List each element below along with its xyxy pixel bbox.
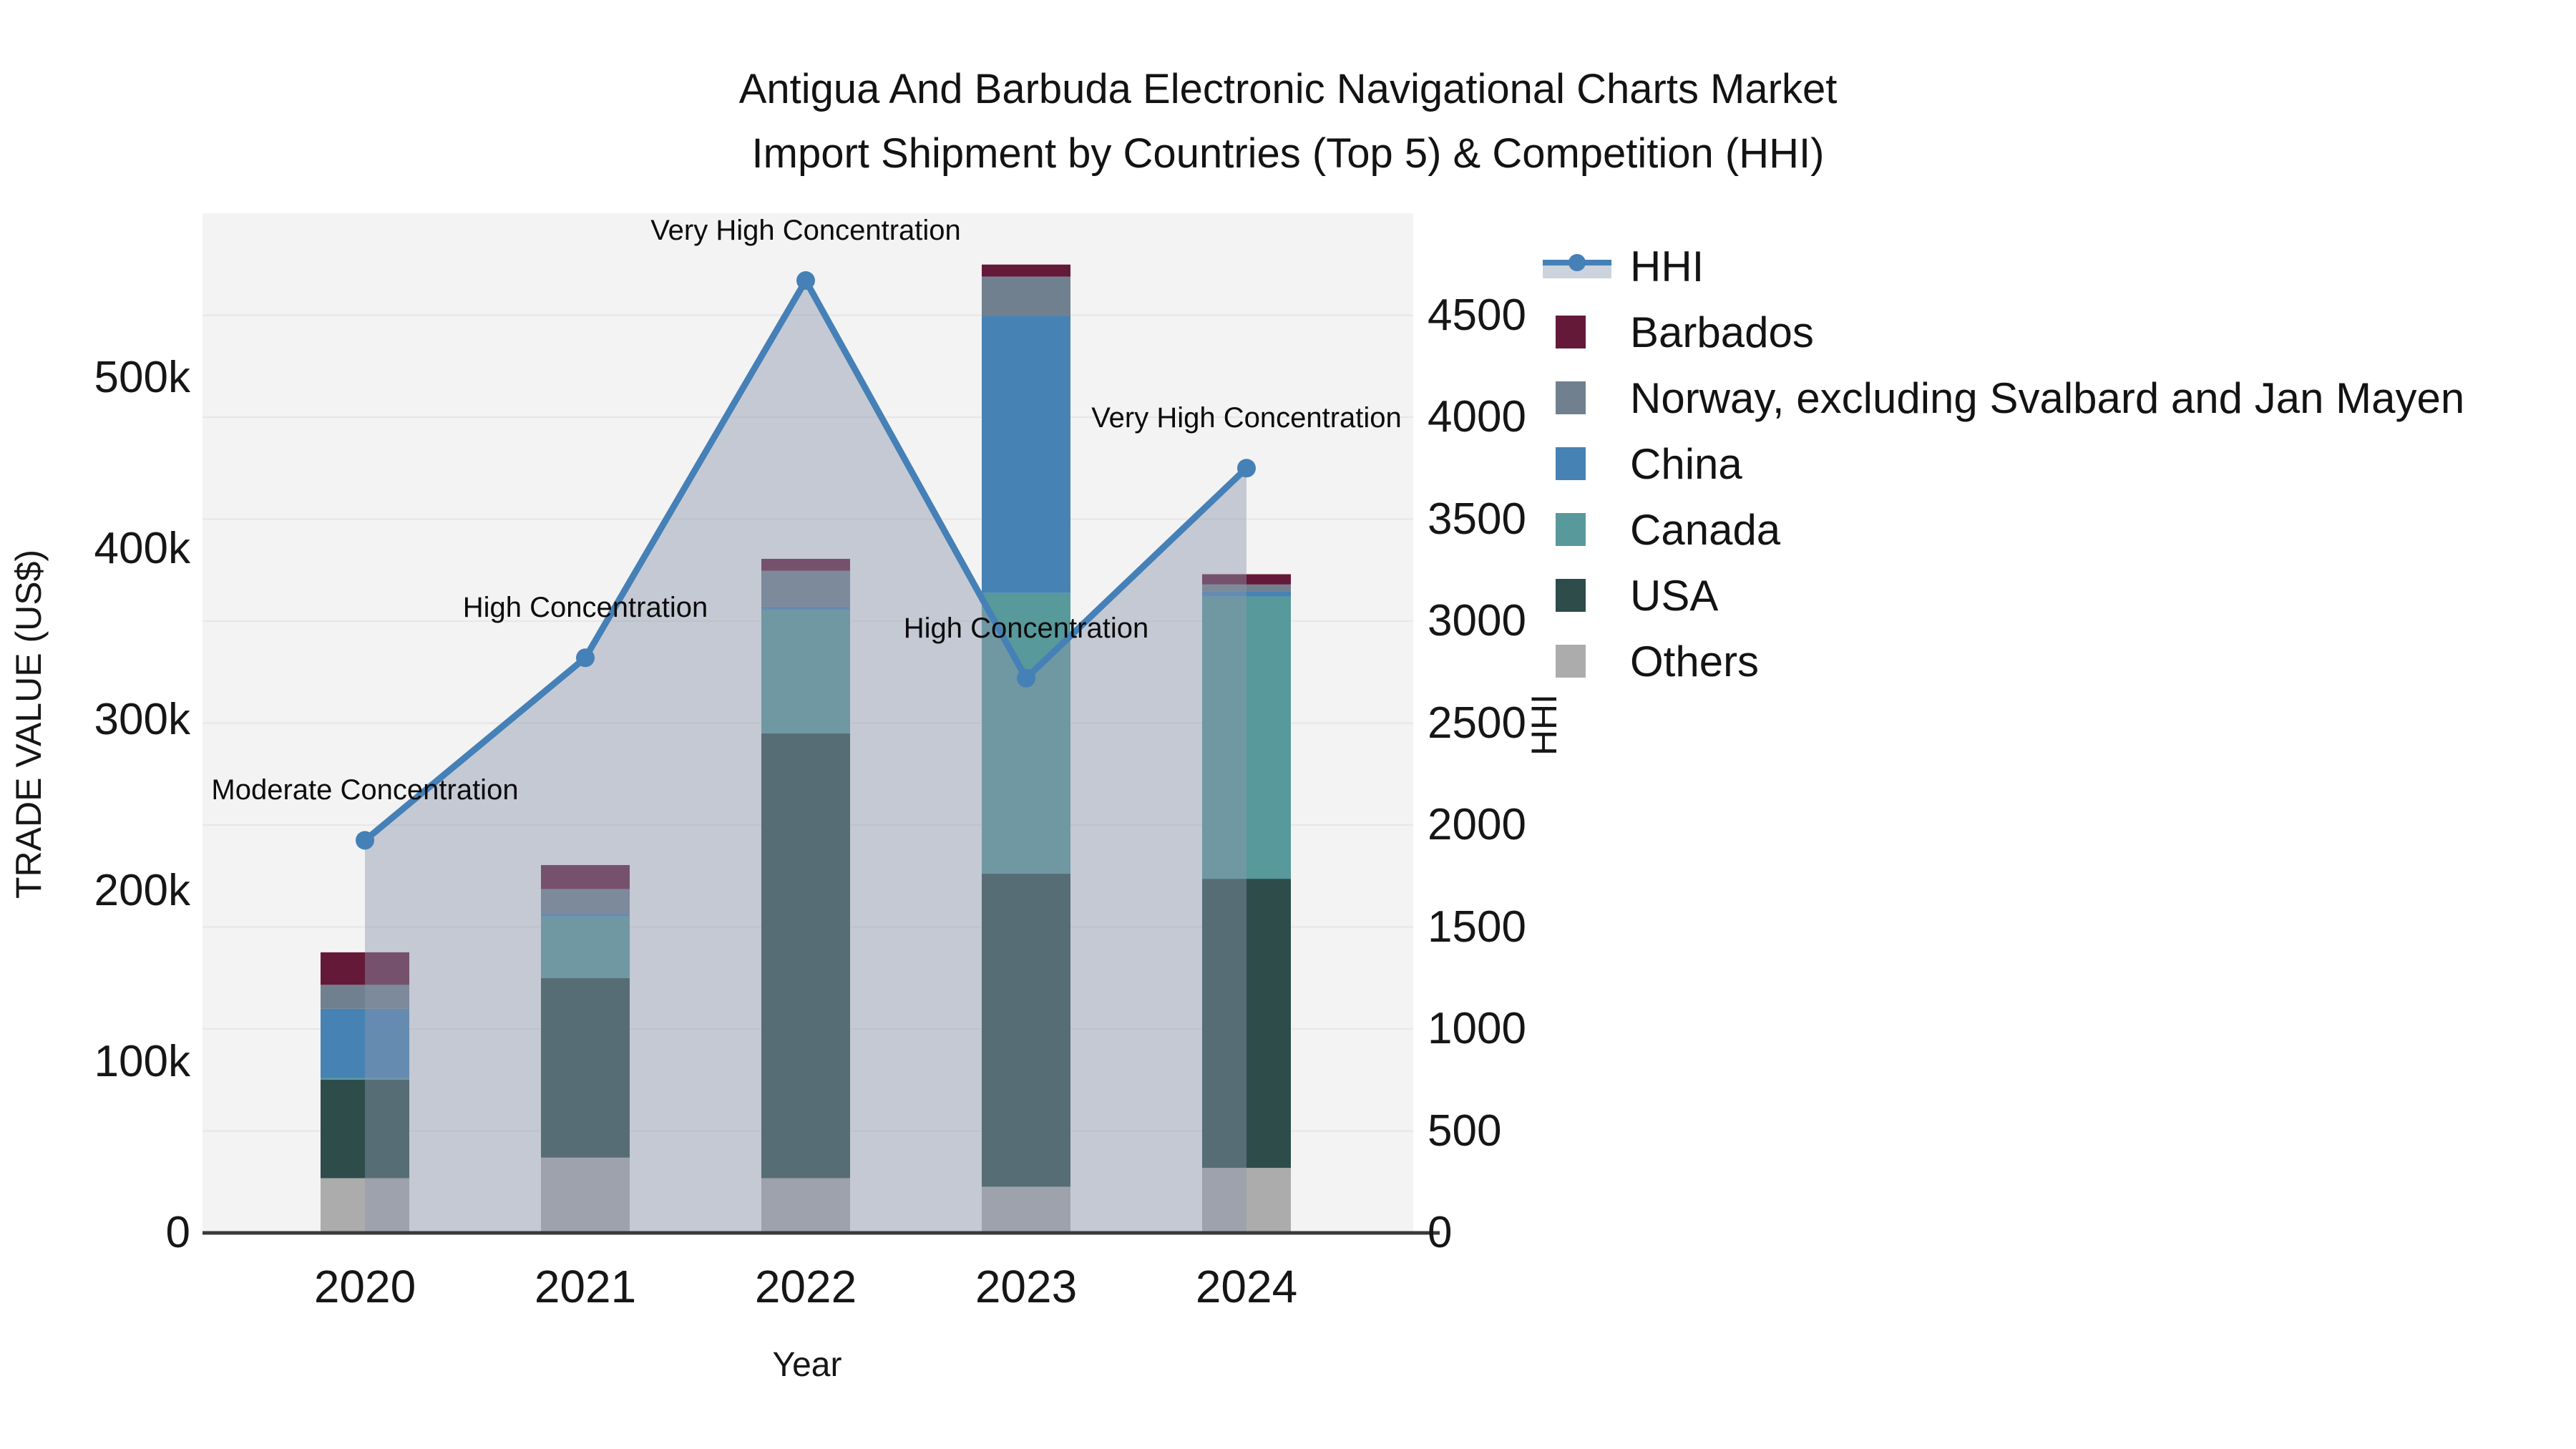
bar-segment-2024-usa (1202, 879, 1291, 1169)
legend-label: Norway, excluding Svalbard and Jan Mayen (1630, 374, 2465, 422)
right-tick-3000: 3000 (1428, 596, 1526, 645)
bar-segment-2023-usa (982, 873, 1070, 1187)
right-tick-1500: 1500 (1428, 902, 1526, 952)
right-tick-0: 0 (1428, 1208, 1453, 1257)
bar-segment-2023-barbados (982, 264, 1070, 277)
legend: HHI Barbados Norway, excluding Svalbard an… (1543, 233, 2464, 694)
bar-segment-2024-canada (1202, 596, 1291, 879)
x-tick-2020: 2020 (313, 1261, 416, 1312)
x-tick-2023: 2023 (975, 1261, 1078, 1312)
bar-segment-2022-norway (761, 570, 850, 607)
bar-segment-2020-others (321, 1178, 409, 1233)
legend-swatch-icon (1543, 513, 1614, 546)
bar-segment-2021-norway (541, 889, 630, 914)
bar-segment-2022-usa (761, 733, 850, 1179)
bar-segment-2021-usa (541, 977, 630, 1158)
left-tick-200k: 200k (94, 865, 190, 915)
annotation-2021: High Concentration (462, 592, 708, 624)
hhi-line-legend-icon (1543, 254, 1614, 278)
bar-segment-2021-china (541, 914, 630, 917)
left-tick-500k: 500k (94, 352, 190, 402)
x-tick-2024: 2024 (1195, 1261, 1298, 1312)
bar-segment-2020-canada (321, 1078, 409, 1080)
chart-title-line2: Import Shipment by Countries (Top 5) & C… (751, 130, 1825, 177)
chart-title: Antigua And Barbuda Electronic Navigatio… (0, 57, 2576, 186)
legend-label: Barbados (1630, 308, 1814, 356)
right-tick-4000: 4000 (1428, 392, 1526, 441)
annotation-2022: Very High Concentration (650, 215, 961, 247)
bar-segment-2020-usa (321, 1080, 409, 1179)
x-tick-2022: 2022 (754, 1261, 857, 1312)
legend-item-china: China (1543, 431, 2464, 497)
bar-segment-2021-canada (541, 916, 630, 978)
x-axis-title: Year (772, 1346, 842, 1384)
legend-item-usa: USA (1543, 562, 2464, 628)
right-tick-2500: 2500 (1428, 698, 1526, 748)
hhi-marker-2021 (576, 648, 595, 668)
legend-swatch-icon (1543, 645, 1614, 678)
legend-label: HHI (1630, 242, 1704, 291)
legend-item-norway: Norway, excluding Svalbard and Jan Mayen (1543, 365, 2464, 431)
legend-item-canada: Canada (1543, 497, 2464, 562)
right-tick-1000: 1000 (1428, 1004, 1526, 1053)
legend-item-hhi: HHI (1543, 233, 2464, 299)
annotation-2024: Very High Concentration (1091, 402, 1402, 434)
legend-item-barbados: Barbados (1543, 299, 2464, 365)
annotation-2023: High Concentration (903, 612, 1149, 644)
right-tick-4500: 4500 (1428, 290, 1526, 340)
hhi-marker-2023 (1017, 668, 1035, 688)
bar-segment-2022-barbados (761, 558, 850, 571)
bar-segment-2022-others (761, 1178, 850, 1233)
hhi-area-fill (365, 280, 1246, 1233)
left-tick-100k: 100k (94, 1036, 190, 1086)
hhi-marker-2020 (356, 831, 374, 850)
right-tick-2000: 2000 (1428, 800, 1526, 849)
legend-label: China (1630, 439, 1742, 488)
bar-segment-2023-china (982, 316, 1070, 593)
bar-segment-2022-canada (761, 610, 850, 733)
bar-segment-2022-china (761, 606, 850, 610)
bar-segment-2020-norway (321, 985, 409, 1009)
bar-segment-2023-norway (982, 276, 1070, 316)
bar-segment-2021-others (541, 1157, 630, 1233)
right-tick-3500: 3500 (1428, 494, 1526, 544)
legend-item-others: Others (1543, 628, 2464, 694)
left-tick-0: 0 (165, 1208, 190, 1257)
bar-segment-2020-china (321, 1008, 409, 1078)
legend-swatch-icon (1543, 447, 1614, 480)
bar-segment-2021-barbados (541, 864, 630, 889)
hhi-marker-2024 (1237, 459, 1256, 478)
x-tick-2021: 2021 (534, 1261, 637, 1312)
bar-segment-2023-others (982, 1186, 1070, 1233)
legend-label: Canada (1630, 505, 1781, 554)
legend-label: USA (1630, 571, 1719, 620)
bar-segment-2024-norway (1202, 584, 1291, 592)
chart-title-line1: Antigua And Barbuda Electronic Navigatio… (738, 66, 1838, 112)
legend-label: Others (1630, 637, 1760, 686)
bar-segment-2024-others (1202, 1168, 1291, 1233)
legend-swatch-icon (1543, 579, 1614, 612)
bar-segment-2020-barbados (321, 952, 409, 985)
annotation-2020: Moderate Concentration (211, 774, 519, 806)
left-tick-300k: 300k (94, 694, 190, 744)
bar-segment-2024-barbados (1202, 574, 1291, 585)
bar-segment-2024-china (1202, 591, 1291, 597)
right-tick-500: 500 (1428, 1106, 1502, 1156)
left-tick-400k: 400k (94, 523, 190, 573)
legend-swatch-icon (1543, 381, 1614, 414)
right-axis-title: HHI (1524, 693, 1564, 756)
legend-swatch-icon (1543, 316, 1614, 348)
bar-segment-2023-canada (982, 592, 1070, 874)
hhi-marker-2022 (796, 271, 815, 291)
